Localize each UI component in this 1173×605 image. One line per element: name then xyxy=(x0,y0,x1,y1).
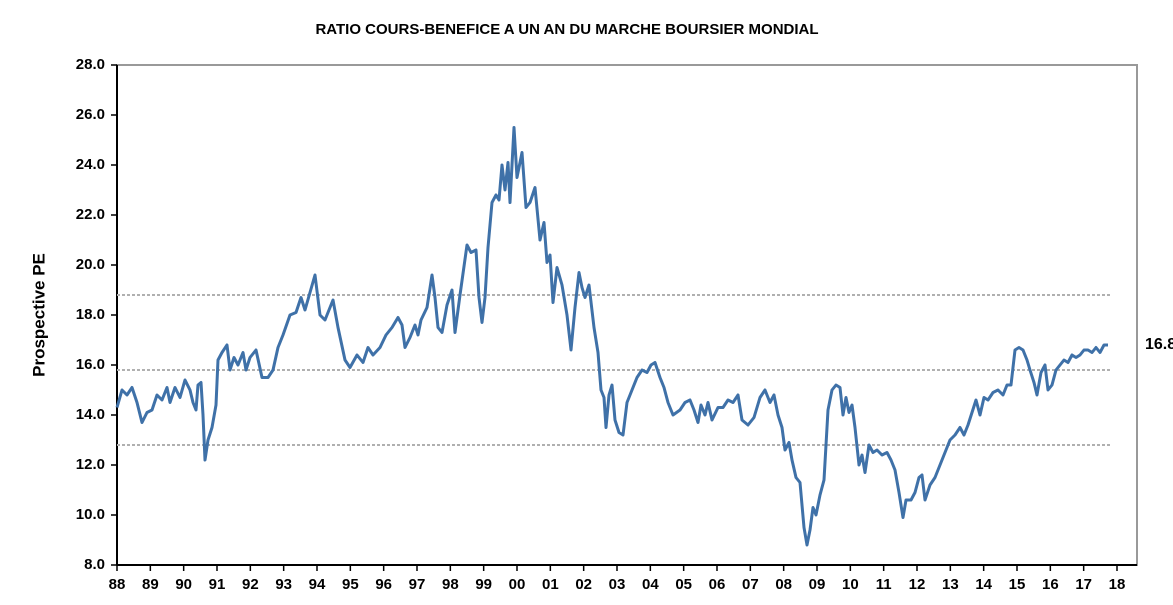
y-tick-label: 12.0 xyxy=(76,456,105,473)
y-tick-label: 8.0 xyxy=(84,556,105,573)
x-tick-label: 14 xyxy=(975,576,992,593)
x-tick-label: 99 xyxy=(475,576,492,593)
x-tick-label: 10 xyxy=(842,576,859,593)
x-tick-label: 00 xyxy=(509,576,526,593)
plot-frame xyxy=(116,64,1138,566)
last-value-label: 16.8 xyxy=(1145,336,1173,353)
x-tick-label: 04 xyxy=(642,576,659,593)
x-tick-label: 02 xyxy=(575,576,592,593)
y-tick-label: 10.0 xyxy=(76,506,105,523)
x-tick-label: 92 xyxy=(242,576,259,593)
x-tick-label: 16 xyxy=(1042,576,1059,593)
y-tick-label: 18.0 xyxy=(76,306,105,323)
x-tick-label: 88 xyxy=(109,576,126,593)
x-tick-label: 18 xyxy=(1109,576,1126,593)
x-tick-label: 93 xyxy=(275,576,292,593)
x-tick-label: 09 xyxy=(809,576,826,593)
y-tick-label: 16.0 xyxy=(76,356,105,373)
x-tick-label: 91 xyxy=(209,576,226,593)
x-tick-label: 06 xyxy=(709,576,726,593)
y-tick-label: 24.0 xyxy=(76,156,105,173)
x-tick-label: 13 xyxy=(942,576,959,593)
x-tick-label: 07 xyxy=(742,576,759,593)
x-tick-label: 11 xyxy=(876,576,892,593)
y-tick-label: 28.0 xyxy=(76,56,105,73)
x-tick-label: 15 xyxy=(1009,576,1026,593)
x-tick-label: 01 xyxy=(542,576,559,593)
x-tick-label: 94 xyxy=(309,576,326,593)
y-tick-label: 26.0 xyxy=(76,106,105,123)
x-tick-label: 90 xyxy=(175,576,192,593)
x-tick-label: 98 xyxy=(442,576,459,593)
x-tick-label: 03 xyxy=(609,576,626,593)
data-line xyxy=(115,126,1108,547)
x-tick-label: 17 xyxy=(1075,576,1092,593)
x-tick-label: 95 xyxy=(342,576,359,593)
y-axis-label: Prospective PE xyxy=(29,253,48,377)
x-tick-label: 89 xyxy=(142,576,159,593)
x-tick-label: 12 xyxy=(909,576,926,593)
x-tick-label: 97 xyxy=(409,576,426,593)
y-tick-label: 14.0 xyxy=(76,406,105,423)
x-tick-label: 08 xyxy=(775,576,792,593)
y-tick-label: 20.0 xyxy=(76,256,105,273)
x-tick-label: 05 xyxy=(675,576,692,593)
chart-title: RATIO COURS-BENEFICE A UN AN DU MARCHE B… xyxy=(315,21,818,38)
x-tick-label: 96 xyxy=(375,576,392,593)
y-tick-label: 22.0 xyxy=(76,206,105,223)
